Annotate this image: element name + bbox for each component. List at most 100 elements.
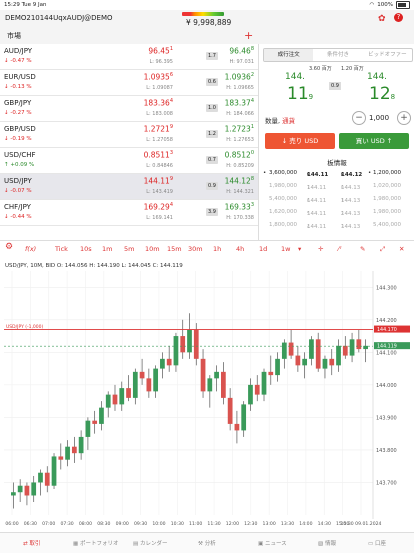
candle[interactable] (166, 358, 172, 366)
candle[interactable] (363, 345, 368, 350)
candle[interactable] (51, 456, 57, 486)
sell-price-big[interactable]: 119 (287, 84, 314, 104)
timeframe-10m[interactable]: 10m (145, 245, 160, 253)
candle[interactable] (254, 384, 260, 395)
indicator-button[interactable]: f(x) (25, 245, 37, 253)
candle[interactable] (227, 397, 233, 424)
candle[interactable] (112, 394, 118, 405)
tab-bid-offer[interactable]: ビッドオファー (368, 52, 407, 58)
candle[interactable] (329, 358, 335, 366)
account-id[interactable]: DEMO210144UqxAUDJ@DEMO (5, 14, 113, 22)
quote-row-usdchf[interactable]: USD/CHF ↑ +0.09 % 0.85113 L: 0.84846 0.7 0.85… (0, 148, 258, 174)
timeframe-10s[interactable]: 10s (80, 245, 92, 253)
timeframe-30m[interactable]: 30m (188, 245, 203, 253)
candle[interactable] (193, 329, 199, 359)
candle[interactable] (349, 339, 355, 356)
quote-ask[interactable]: 183.374 (224, 98, 254, 108)
close-icon[interactable]: ✕ (399, 245, 405, 253)
order-book-row[interactable]: 1,800,000 144.11 4 144.13 3 5,400,000 (263, 220, 413, 232)
tab-account[interactable]: ▭ 口座 (368, 541, 386, 547)
tab-calendar[interactable]: ▤ カレンダー (133, 541, 168, 547)
candle[interactable] (65, 446, 70, 460)
timeframe-15m[interactable]: 15m (167, 245, 182, 253)
quantity-plus-button[interactable]: + (397, 111, 411, 125)
candle[interactable] (187, 329, 192, 353)
candle[interactable] (214, 371, 219, 379)
timeframe-1w[interactable]: 1w (281, 245, 291, 253)
candle[interactable] (92, 420, 98, 424)
tab-market-order[interactable]: 成行注文 (264, 49, 314, 61)
candle[interactable] (268, 371, 274, 376)
candle[interactable] (180, 336, 186, 353)
quote-bid[interactable]: 169.294 (143, 202, 173, 212)
quote-bid[interactable]: 96.451 (148, 46, 173, 56)
quote-ask[interactable]: 1.09362 (224, 72, 254, 82)
quote-ask[interactable]: 0.85120 (224, 150, 254, 160)
quote-ask[interactable]: 1.27231 (224, 124, 254, 134)
buy-price-prefix[interactable]: 144. (367, 72, 388, 82)
quote-bid[interactable]: 144.119 (143, 176, 173, 186)
quantity-value[interactable]: 1,000 (369, 114, 390, 122)
candle[interactable] (322, 358, 328, 369)
candle[interactable] (241, 404, 247, 431)
candle[interactable] (248, 384, 253, 405)
candle[interactable] (24, 485, 30, 496)
quote-bid[interactable]: 0.85113 (143, 150, 173, 160)
candle[interactable] (85, 420, 91, 437)
candle[interactable] (207, 378, 213, 392)
quote-row-gbpusd[interactable]: GBP/USD ↓ -0.19 % 1.27219 L: 1.27058 1.2 1.27… (0, 122, 258, 148)
buy-price-big[interactable]: 128 (369, 84, 396, 104)
tab-info[interactable]: ▧ 情報 (318, 541, 336, 547)
sell-button[interactable]: ↓ 売り USD (265, 133, 335, 149)
candle[interactable] (153, 368, 159, 392)
order-book-row[interactable]: 5,400,000 144.11 6 144.13 1 1,980,000 (263, 194, 413, 206)
quote-bid[interactable]: 1.27219 (143, 124, 173, 134)
chevron-down-icon[interactable]: ▾ (298, 245, 302, 253)
quote-row-audjpy[interactable]: AUD/JPY ↓ -0.47 % 96.451 L: 96.395 1.7 96.468… (0, 44, 258, 70)
quote-ask[interactable]: 144.128 (224, 176, 254, 186)
quote-ask[interactable]: 96.468 (229, 46, 254, 56)
candle[interactable] (11, 492, 16, 496)
candle[interactable] (288, 342, 294, 356)
timeframe-tick[interactable]: Tick (55, 245, 68, 253)
candle[interactable] (315, 339, 321, 369)
quote-row-chfjpy[interactable]: CHF/JPY ↓ -0.44 % 169.294 L: 169.141 3.9 169.… (0, 200, 258, 226)
candle[interactable] (31, 482, 37, 496)
candle[interactable] (342, 345, 348, 356)
candle[interactable] (356, 339, 362, 350)
timeframe-1d[interactable]: 1d (259, 245, 268, 253)
candle[interactable] (17, 485, 23, 493)
candle[interactable] (160, 358, 165, 369)
timeframe-1h[interactable]: 1h (213, 245, 222, 253)
quote-bid[interactable]: 1.09356 (143, 72, 173, 82)
candle[interactable] (261, 371, 267, 395)
chart-svg[interactable]: USD/JPY, 10M, BID O: 144.056 H: 144.190 … (0, 257, 414, 527)
candle[interactable] (173, 336, 179, 366)
candle[interactable] (139, 371, 145, 379)
candle[interactable] (336, 345, 341, 366)
candle[interactable] (58, 456, 64, 460)
candle[interactable] (105, 394, 111, 408)
buy-button[interactable]: 買い USD ↑ (339, 133, 409, 149)
quote-bid[interactable]: 183.364 (143, 98, 173, 108)
quote-row-eurusd[interactable]: EUR/USD ↓ -0.13 % 1.09356 L: 1.09087 0.6 1.09… (0, 70, 258, 96)
tab-trade[interactable]: ⇄ 取引 (23, 541, 41, 547)
order-book-row[interactable]: • 3,600,000 144.11 9 144.12 8 • 1,200,000 (263, 168, 413, 180)
gear-icon[interactable]: ✿ (378, 14, 386, 24)
candle[interactable] (38, 472, 43, 483)
candle[interactable] (44, 472, 50, 486)
candle[interactable] (119, 388, 125, 405)
candle[interactable] (275, 358, 280, 376)
tab-news[interactable]: ▣ ニュース (258, 541, 287, 547)
pencil-icon[interactable]: ✎ (360, 245, 366, 253)
order-book-row[interactable]: 1,980,000 144.11 7 144.13 0 1,020,000 (263, 181, 413, 193)
quote-ask[interactable]: 169.333 (224, 202, 254, 212)
fullscreen-icon[interactable]: ⤢ (380, 245, 386, 253)
price-chart[interactable]: USD/JPY, 10M, BID O: 144.056 H: 144.190 … (0, 257, 414, 527)
tab-portfolio[interactable]: ▦ ポートフォリオ (73, 541, 119, 547)
help-icon[interactable]: ? (394, 13, 403, 22)
quote-row-gbpjpy[interactable]: GBP/JPY ↓ -0.27 % 183.364 L: 183.008 1.0 183.… (0, 96, 258, 122)
candle[interactable] (220, 371, 226, 398)
candle[interactable] (71, 446, 77, 454)
drawing-tool-icon[interactable]: ⁄⁷ (338, 245, 342, 253)
